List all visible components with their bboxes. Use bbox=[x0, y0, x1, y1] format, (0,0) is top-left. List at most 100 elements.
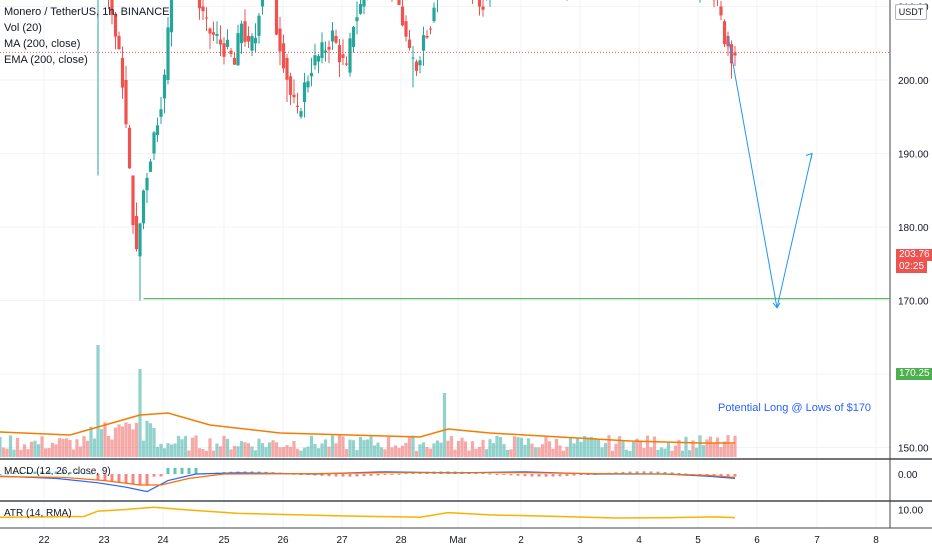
macd-histogram-bar bbox=[369, 474, 373, 476]
macd-histogram-bar bbox=[670, 472, 674, 474]
volume-bar bbox=[460, 437, 464, 457]
volume-bar bbox=[684, 436, 688, 457]
volume-bar bbox=[624, 449, 629, 457]
macd-histogram-bar bbox=[495, 474, 499, 475]
volume-bar bbox=[124, 422, 128, 457]
candle-body bbox=[421, 35, 426, 51]
volume-bar bbox=[607, 435, 611, 457]
volume-bar bbox=[96, 345, 100, 457]
volume-bar bbox=[71, 449, 76, 457]
macd-histogram-bar bbox=[502, 474, 506, 475]
volume-bar bbox=[12, 449, 16, 457]
volume-bar bbox=[414, 450, 419, 457]
volume-bar bbox=[271, 440, 275, 457]
candle-body bbox=[302, 82, 307, 103]
volume-bar bbox=[544, 436, 548, 457]
macd-histogram-bar bbox=[117, 474, 121, 483]
volume-bar bbox=[568, 437, 573, 457]
candle-body bbox=[211, 32, 216, 35]
volume-bar bbox=[526, 438, 531, 457]
volume-bar bbox=[519, 437, 524, 457]
symbol-title: Monero / TetherUS, 1h, BINANCE bbox=[4, 6, 170, 18]
volume-bar bbox=[495, 435, 499, 457]
volume-bar bbox=[656, 449, 660, 457]
macd-histogram-bar bbox=[334, 474, 338, 477]
candle-body bbox=[418, 60, 422, 66]
volume-bar bbox=[470, 441, 475, 457]
volume-bar bbox=[635, 438, 639, 457]
candle-body bbox=[411, 57, 415, 59]
macd-histogram-bar bbox=[40, 471, 44, 474]
volume-bar bbox=[141, 440, 146, 457]
volume-bar bbox=[190, 437, 195, 457]
candle-body bbox=[152, 132, 156, 154]
volume-bar bbox=[596, 438, 601, 457]
candle-body bbox=[215, 34, 219, 36]
legend-ema[interactable]: EMA (200, close) bbox=[4, 54, 88, 66]
candle-body bbox=[141, 190, 146, 224]
macd-histogram-bar bbox=[530, 474, 534, 477]
volume-ma-line bbox=[0, 412, 735, 444]
macd-histogram-bar bbox=[663, 471, 667, 474]
macd-histogram-bar bbox=[89, 473, 93, 475]
volume-bar bbox=[428, 448, 433, 457]
volume-bar bbox=[540, 444, 545, 457]
currency-badge[interactable]: USDT bbox=[895, 4, 927, 20]
macd-histogram-bar bbox=[173, 467, 177, 474]
candle-body bbox=[162, 74, 167, 99]
time-tick-label: 22 bbox=[38, 535, 50, 546]
volume-bar bbox=[516, 437, 520, 457]
candle-body bbox=[316, 56, 321, 62]
volume-bar bbox=[264, 447, 268, 457]
volume-bar bbox=[418, 444, 422, 457]
volume-bar bbox=[47, 448, 51, 457]
macd-histogram-bar bbox=[537, 474, 541, 477]
volume-bar bbox=[554, 438, 559, 457]
volume-bar bbox=[22, 444, 27, 457]
volume-bar bbox=[99, 429, 104, 457]
volume-bar bbox=[204, 450, 209, 457]
time-tick-label: 25 bbox=[218, 535, 230, 546]
time-tick-label: 2 bbox=[518, 535, 524, 546]
volume-bar bbox=[505, 449, 510, 457]
trade-annotation[interactable]: Potential Long @ Lows of $170 bbox=[718, 402, 872, 414]
volume-bar bbox=[582, 436, 587, 457]
candle-body bbox=[243, 21, 247, 42]
macd-histogram-bar bbox=[677, 472, 681, 474]
volume-bar bbox=[649, 447, 653, 457]
volume-bar bbox=[631, 441, 636, 457]
volume-bar bbox=[173, 443, 177, 457]
volume-bar bbox=[680, 450, 685, 457]
legend-ma[interactable]: MA (200, close) bbox=[4, 38, 81, 50]
time-tick-label: 5 bbox=[695, 535, 701, 546]
volume-bar bbox=[701, 445, 706, 457]
volume-bar bbox=[390, 447, 394, 457]
volume-bar bbox=[0, 437, 2, 457]
volume-bar bbox=[166, 443, 170, 457]
candle-body bbox=[218, 39, 223, 45]
legend-vol[interactable]: Vol (20) bbox=[4, 22, 42, 34]
volume-bar bbox=[15, 437, 20, 457]
volume-bar bbox=[313, 443, 317, 457]
volume-bar bbox=[152, 428, 156, 457]
volume-bar bbox=[453, 449, 457, 457]
price-tick-label: 200.00 bbox=[898, 76, 929, 87]
volume-bar bbox=[589, 436, 594, 457]
candle-body bbox=[309, 72, 314, 77]
macd-label[interactable]: MACD (12, 26, close, 9) bbox=[4, 466, 111, 477]
volume-bar bbox=[572, 443, 576, 457]
macd-histogram-bar bbox=[621, 471, 625, 474]
volume-bar bbox=[600, 447, 604, 457]
candle-body bbox=[260, 0, 265, 7]
candle-body bbox=[166, 27, 170, 81]
volume-bar bbox=[183, 436, 188, 457]
volume-bar bbox=[491, 443, 496, 457]
volume-bar bbox=[393, 445, 398, 457]
volume-bar bbox=[194, 435, 198, 457]
macd-histogram-bar bbox=[712, 474, 716, 476]
macd-histogram-bar bbox=[719, 474, 723, 477]
atr-label[interactable]: ATR (14, RMA) bbox=[4, 508, 72, 519]
candle-body bbox=[407, 39, 412, 49]
